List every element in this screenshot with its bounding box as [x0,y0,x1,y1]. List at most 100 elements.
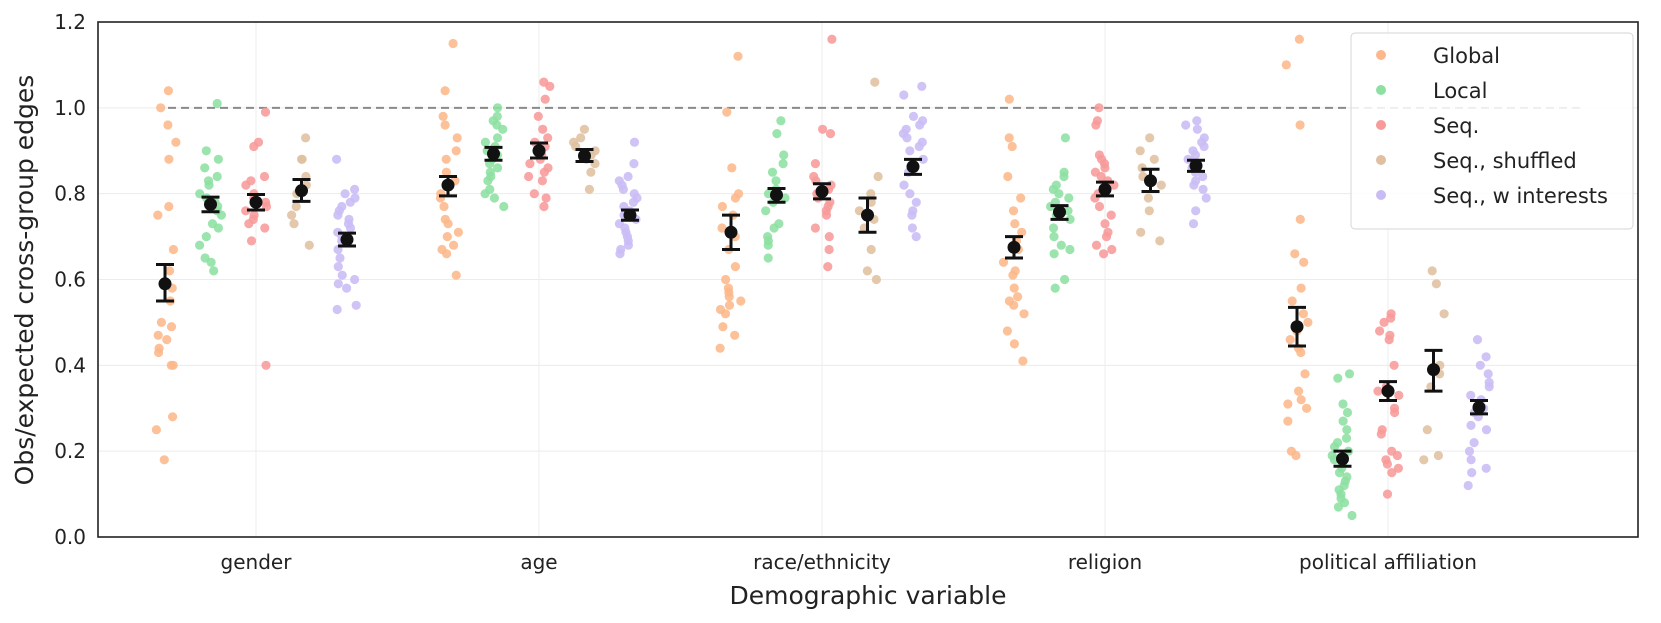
data-point [1002,326,1013,336]
data-point [543,133,553,143]
data-point [443,219,453,229]
plot-frame [97,21,1639,538]
data-point [1198,184,1208,194]
data-point [866,244,876,255]
data-point [825,129,836,139]
data-point [1107,244,1117,255]
data-point [1296,347,1306,358]
data-point [154,347,164,358]
data-point [301,133,311,143]
data-point [905,189,915,199]
data-point [335,253,345,263]
data-point [1334,468,1345,478]
data-point [1199,141,1209,152]
data-point [533,111,543,121]
data-point [1099,249,1109,259]
data-point [1004,133,1014,143]
data-point [165,266,175,276]
data-point [1008,270,1018,280]
data-point [715,343,725,353]
y-tick-label: 0.6 [54,268,86,292]
data-point [911,197,921,207]
mean-marker [1381,384,1395,398]
data-point [730,262,741,272]
data-point [201,232,211,242]
data-point [162,335,172,345]
y-tick-label: 0.8 [54,182,86,206]
data-point [345,223,356,233]
data-point [821,210,832,220]
legend: Global Local Seq. Seq., shuffled Seq., w int… [1350,32,1634,230]
data-point [260,223,270,233]
data-point [907,210,917,220]
data-point [1106,210,1116,220]
data-point [1481,463,1491,473]
data-point [730,193,741,203]
data-point [824,232,834,242]
data-point [733,51,743,61]
data-point [537,176,548,186]
data-point [483,176,493,186]
data-point [584,184,595,194]
data-point [289,219,299,229]
mean-marker [1472,400,1486,414]
data-point [779,150,789,160]
data-point [1009,339,1020,349]
data-point [195,240,205,250]
data-point [342,283,352,293]
data-point [1296,283,1306,293]
mean-marker [1098,182,1112,196]
data-point [1287,296,1297,306]
data-point [769,223,779,233]
data-point [249,141,259,152]
data-point [453,227,463,237]
data-point [1376,429,1386,439]
mean-markers [156,141,1488,468]
data-point [440,120,450,130]
data-point [1290,249,1300,259]
data-point [1281,60,1291,70]
data-point [539,201,549,212]
data-point [1329,442,1340,452]
data-point [1191,206,1201,216]
mean-marker [1053,205,1066,219]
data-point [1394,390,1404,400]
data-point [1393,463,1403,473]
x-tick-label: age [520,550,557,574]
data-point [1333,502,1343,512]
data-point [1439,309,1449,319]
mean-marker [861,208,874,222]
mean-marker [815,185,829,199]
data-point [1190,150,1201,160]
x-tick-label: religion [1068,550,1142,574]
data-point [1009,283,1019,293]
data-point [1054,189,1064,199]
mean-marker [578,149,591,163]
data-point [1048,223,1059,233]
data-point [1060,274,1070,285]
data-point [1469,438,1479,448]
y-tick-label: 0.0 [54,525,86,549]
data-point [163,120,173,130]
data-point [291,201,301,212]
data-point [767,167,778,177]
data-point [1013,292,1023,302]
data-point [541,193,551,203]
data-point [1341,433,1352,443]
data-point [261,360,271,370]
data-point [579,124,590,134]
data-point [629,159,639,169]
data-point [1192,124,1202,134]
data-point [1382,489,1393,499]
data-point [870,77,880,87]
data-point [1136,227,1146,237]
data-point [1466,390,1476,400]
data-point [304,240,314,250]
mean-marker [770,188,783,202]
data-point [1008,206,1019,216]
legend-marker [1376,155,1386,165]
data-point [1064,193,1074,203]
data-point [1065,214,1075,224]
data-point [1481,352,1491,362]
y-tick-label: 0.2 [54,439,86,463]
